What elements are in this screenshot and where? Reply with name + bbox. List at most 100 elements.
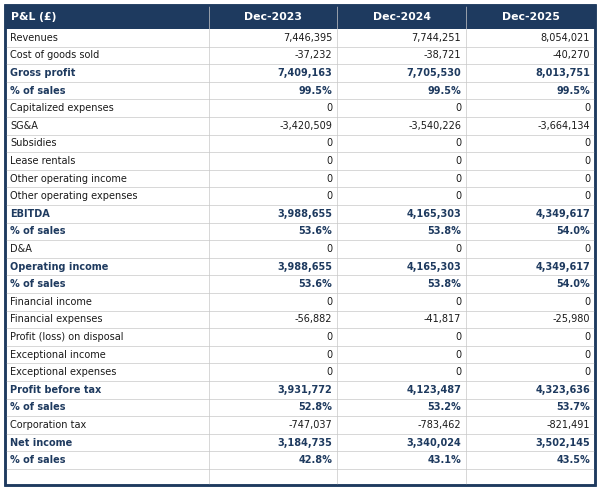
Text: 0: 0 bbox=[584, 367, 590, 377]
Text: 0: 0 bbox=[584, 332, 590, 342]
Text: Profit (loss) on disposal: Profit (loss) on disposal bbox=[10, 332, 124, 342]
Bar bbox=[5, 5, 595, 29]
Text: 0: 0 bbox=[326, 103, 332, 113]
Text: Other operating expenses: Other operating expenses bbox=[10, 191, 137, 201]
Text: 3,184,735: 3,184,735 bbox=[277, 438, 332, 447]
Text: Financial income: Financial income bbox=[10, 297, 92, 307]
Text: 8,013,751: 8,013,751 bbox=[535, 68, 590, 78]
Text: -41,817: -41,817 bbox=[424, 315, 461, 324]
Text: 53.8%: 53.8% bbox=[427, 279, 461, 289]
Text: -747,037: -747,037 bbox=[289, 420, 332, 430]
Text: 0: 0 bbox=[455, 244, 461, 254]
Text: Dec-2025: Dec-2025 bbox=[502, 12, 560, 22]
Text: 4,165,303: 4,165,303 bbox=[406, 209, 461, 219]
Text: 3,340,024: 3,340,024 bbox=[406, 438, 461, 447]
Text: Exceptional income: Exceptional income bbox=[10, 349, 106, 360]
Text: 4,349,617: 4,349,617 bbox=[535, 209, 590, 219]
Text: Exceptional expenses: Exceptional expenses bbox=[10, 367, 116, 377]
Text: 0: 0 bbox=[584, 156, 590, 166]
Text: -3,540,226: -3,540,226 bbox=[408, 121, 461, 131]
Text: 53.2%: 53.2% bbox=[427, 402, 461, 413]
Text: 43.1%: 43.1% bbox=[427, 455, 461, 465]
Text: Revenues: Revenues bbox=[10, 33, 58, 43]
Text: % of sales: % of sales bbox=[10, 86, 65, 96]
Text: Cost of goods sold: Cost of goods sold bbox=[10, 50, 99, 60]
Text: 0: 0 bbox=[326, 332, 332, 342]
Text: 53.6%: 53.6% bbox=[299, 226, 332, 236]
Text: % of sales: % of sales bbox=[10, 455, 65, 465]
Text: 0: 0 bbox=[326, 191, 332, 201]
Text: 99.5%: 99.5% bbox=[556, 86, 590, 96]
Text: 0: 0 bbox=[455, 191, 461, 201]
Text: -37,232: -37,232 bbox=[295, 50, 332, 60]
Text: Gross profit: Gross profit bbox=[10, 68, 76, 78]
Text: D&A: D&A bbox=[10, 244, 32, 254]
Text: 54.0%: 54.0% bbox=[556, 279, 590, 289]
Text: 43.5%: 43.5% bbox=[556, 455, 590, 465]
Text: 3,988,655: 3,988,655 bbox=[277, 209, 332, 219]
Text: % of sales: % of sales bbox=[10, 226, 65, 236]
Text: 0: 0 bbox=[326, 244, 332, 254]
Text: 0: 0 bbox=[584, 173, 590, 184]
Text: 99.5%: 99.5% bbox=[299, 86, 332, 96]
Text: -3,664,134: -3,664,134 bbox=[538, 121, 590, 131]
Text: 0: 0 bbox=[326, 367, 332, 377]
Text: P&L (£): P&L (£) bbox=[11, 12, 56, 22]
Text: SG&A: SG&A bbox=[10, 121, 38, 131]
Text: 0: 0 bbox=[455, 138, 461, 148]
Text: Lease rentals: Lease rentals bbox=[10, 156, 76, 166]
Text: 0: 0 bbox=[455, 349, 461, 360]
Text: Subsidies: Subsidies bbox=[10, 138, 56, 148]
Text: 0: 0 bbox=[455, 103, 461, 113]
Text: % of sales: % of sales bbox=[10, 402, 65, 413]
Text: 4,123,487: 4,123,487 bbox=[406, 385, 461, 395]
Text: 0: 0 bbox=[455, 156, 461, 166]
Text: 54.0%: 54.0% bbox=[556, 226, 590, 236]
Text: 0: 0 bbox=[326, 297, 332, 307]
Text: 0: 0 bbox=[326, 156, 332, 166]
Text: 53.7%: 53.7% bbox=[556, 402, 590, 413]
Text: 99.5%: 99.5% bbox=[427, 86, 461, 96]
Text: 0: 0 bbox=[584, 138, 590, 148]
Text: 3,502,145: 3,502,145 bbox=[535, 438, 590, 447]
Text: -40,270: -40,270 bbox=[553, 50, 590, 60]
Text: Operating income: Operating income bbox=[10, 262, 109, 271]
Text: 7,409,163: 7,409,163 bbox=[278, 68, 332, 78]
Text: -3,420,509: -3,420,509 bbox=[280, 121, 332, 131]
Text: Dec-2024: Dec-2024 bbox=[373, 12, 431, 22]
Text: % of sales: % of sales bbox=[10, 279, 65, 289]
Text: -38,721: -38,721 bbox=[424, 50, 461, 60]
Text: 7,744,251: 7,744,251 bbox=[412, 33, 461, 43]
Text: 8,054,021: 8,054,021 bbox=[541, 33, 590, 43]
Text: 0: 0 bbox=[455, 332, 461, 342]
Text: 0: 0 bbox=[326, 138, 332, 148]
Text: 3,931,772: 3,931,772 bbox=[278, 385, 332, 395]
Text: -56,882: -56,882 bbox=[295, 315, 332, 324]
Text: 7,446,395: 7,446,395 bbox=[283, 33, 332, 43]
Text: 4,323,636: 4,323,636 bbox=[535, 385, 590, 395]
Text: 4,165,303: 4,165,303 bbox=[406, 262, 461, 271]
Text: 0: 0 bbox=[326, 173, 332, 184]
Text: 0: 0 bbox=[584, 244, 590, 254]
Text: Dec-2023: Dec-2023 bbox=[244, 12, 302, 22]
Text: 3,988,655: 3,988,655 bbox=[277, 262, 332, 271]
Text: 0: 0 bbox=[455, 173, 461, 184]
Text: Capitalized expenses: Capitalized expenses bbox=[10, 103, 114, 113]
Text: 52.8%: 52.8% bbox=[298, 402, 332, 413]
Text: EBITDA: EBITDA bbox=[10, 209, 50, 219]
Text: 0: 0 bbox=[455, 297, 461, 307]
Text: 0: 0 bbox=[584, 349, 590, 360]
Text: -25,980: -25,980 bbox=[553, 315, 590, 324]
Text: Financial expenses: Financial expenses bbox=[10, 315, 103, 324]
Text: Other operating income: Other operating income bbox=[10, 173, 127, 184]
Text: 0: 0 bbox=[584, 191, 590, 201]
Text: 4,349,617: 4,349,617 bbox=[535, 262, 590, 271]
Text: Net income: Net income bbox=[10, 438, 72, 447]
Text: 53.6%: 53.6% bbox=[299, 279, 332, 289]
Text: 0: 0 bbox=[584, 103, 590, 113]
Text: Profit before tax: Profit before tax bbox=[10, 385, 101, 395]
Text: 7,705,530: 7,705,530 bbox=[406, 68, 461, 78]
Text: 42.8%: 42.8% bbox=[298, 455, 332, 465]
Text: -821,491: -821,491 bbox=[547, 420, 590, 430]
Text: -783,462: -783,462 bbox=[418, 420, 461, 430]
